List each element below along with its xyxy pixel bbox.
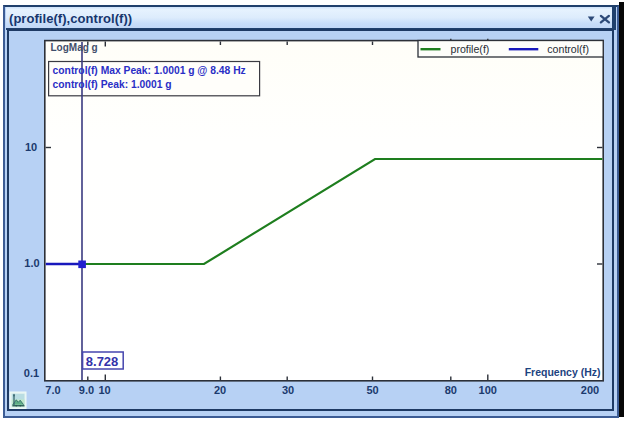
svg-text:8.728: 8.728 (86, 354, 119, 369)
svg-text:10: 10 (25, 141, 37, 153)
svg-text:7.0: 7.0 (45, 384, 60, 396)
svg-text:control(f) Peak: 1.0001 g: control(f) Peak: 1.0001 g (53, 79, 172, 90)
svg-text:0.1: 0.1 (24, 367, 39, 379)
svg-text:10: 10 (98, 384, 110, 396)
svg-text:control(f): control(f) (547, 43, 589, 55)
svg-text:9.0: 9.0 (79, 384, 94, 396)
svg-text:50: 50 (366, 384, 378, 396)
svg-text:LogMag g: LogMag g (51, 42, 98, 53)
svg-text:control(f) Max Peak: 1.0001 g: control(f) Max Peak: 1.0001 g @ 8.48 Hz (53, 65, 246, 76)
svg-text:profile(f): profile(f) (451, 43, 490, 55)
svg-text:200: 200 (581, 384, 599, 396)
svg-text:100: 100 (479, 384, 497, 396)
svg-text:30: 30 (282, 384, 294, 396)
svg-text:1.0: 1.0 (24, 257, 39, 269)
svg-text:20: 20 (214, 384, 226, 396)
svg-text:Frequency (Hz): Frequency (Hz) (525, 366, 601, 378)
svg-text:80: 80 (445, 384, 457, 396)
